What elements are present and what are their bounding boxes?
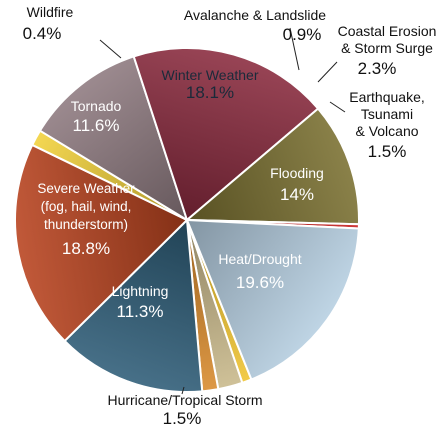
label-winter-weather: Winter Weather — [162, 67, 259, 83]
pie-slice-lightning — [39, 55, 188, 221]
slice-label-lightning: Lightning 11.3% — [112, 283, 169, 321]
pie-slice-tornado — [186, 107, 360, 226]
pie-slice-flooding — [63, 219, 204, 393]
label-heat-drought: Heat/Drought — [218, 251, 301, 267]
label-coastal-line2: & Storm Surge — [341, 40, 433, 56]
pie-slice-winter-weather — [186, 219, 360, 381]
leader-hurricane — [181, 386, 185, 395]
label-earthquake-line1: Earthquake, — [349, 89, 425, 105]
value-lightning: 11.3% — [117, 302, 164, 321]
label-lightning: Lightning — [112, 283, 169, 299]
slice-label-winter-weather: Winter Weather 18.1% — [162, 67, 259, 102]
slice-label-earthquake: Earthquake, Tsunami & Volcano 1.5% — [349, 89, 425, 161]
value-coastal: 2.3% — [358, 59, 397, 78]
value-winter-weather: 18.1% — [186, 83, 234, 102]
label-earthquake-line3: & Volcano — [355, 123, 418, 139]
label-severe-weather-line3: thunderstorm) — [44, 217, 128, 232]
slice-label-tornado: Tornado 11.6% — [71, 98, 122, 135]
leader-lines — [99, 27, 346, 395]
label-earthquake-line2: Tsunami — [361, 106, 413, 122]
label-severe-weather-line2: (fog, hail, wind, — [41, 199, 132, 214]
value-avalanche: 0.9% — [283, 25, 322, 44]
value-heat-drought: 19.6% — [236, 273, 284, 292]
leader-wildfire — [99, 39, 122, 59]
label-wildfire: Wildfire — [27, 4, 74, 20]
pie-slices — [14, 47, 360, 393]
slice-label-coastal: Coastal Erosion & Storm Surge 2.3% — [338, 23, 437, 78]
pie-slice-heat-drought — [14, 143, 188, 342]
label-avalanche: Avalanche & Landslide — [184, 7, 326, 23]
leader-earthquake — [329, 101, 346, 113]
slice-label-wildfire: Wildfire 0.4% — [23, 4, 74, 43]
leader-coastal — [317, 61, 338, 83]
label-severe-weather-line1: Severe Weather — [37, 181, 135, 196]
slice-label-heat-drought: Heat/Drought 19.6% — [218, 251, 301, 292]
slice-label-severe-weather: Severe Weather (fog, hail, wind, thunder… — [37, 181, 135, 258]
value-flooding: 14% — [280, 185, 314, 204]
slice-label-avalanche: Avalanche & Landslide 0.9% — [184, 7, 326, 44]
value-wildfire: 0.4% — [23, 24, 62, 43]
slice-label-hurricane: Hurricane/Tropical Storm 1.5% — [107, 392, 262, 428]
pie-slice-severe-weather-fog-hail-wind-thunderstorm — [132, 47, 320, 221]
value-earthquake: 1.5% — [368, 142, 407, 161]
value-tornado: 11.6% — [73, 116, 120, 135]
label-tornado: Tornado — [71, 98, 122, 114]
leader-avalanche — [289, 27, 300, 71]
slice-label-flooding: Flooding 14% — [270, 165, 324, 204]
label-flooding: Flooding — [270, 165, 324, 181]
label-coastal-line1: Coastal Erosion — [338, 23, 437, 39]
label-hurricane: Hurricane/Tropical Storm — [107, 392, 262, 408]
value-hurricane: 1.5% — [163, 409, 202, 428]
value-severe-weather: 18.8% — [62, 239, 110, 258]
